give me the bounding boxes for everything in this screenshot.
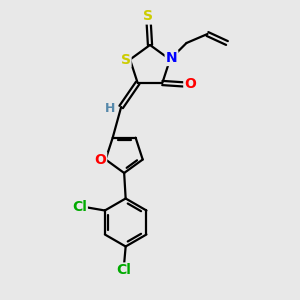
Text: Cl: Cl <box>117 263 132 278</box>
Text: S: S <box>121 52 130 67</box>
Text: S: S <box>143 10 154 23</box>
Text: Cl: Cl <box>72 200 87 214</box>
Text: O: O <box>184 77 196 92</box>
Text: H: H <box>105 102 115 115</box>
Text: O: O <box>94 152 106 167</box>
Text: N: N <box>166 51 177 65</box>
